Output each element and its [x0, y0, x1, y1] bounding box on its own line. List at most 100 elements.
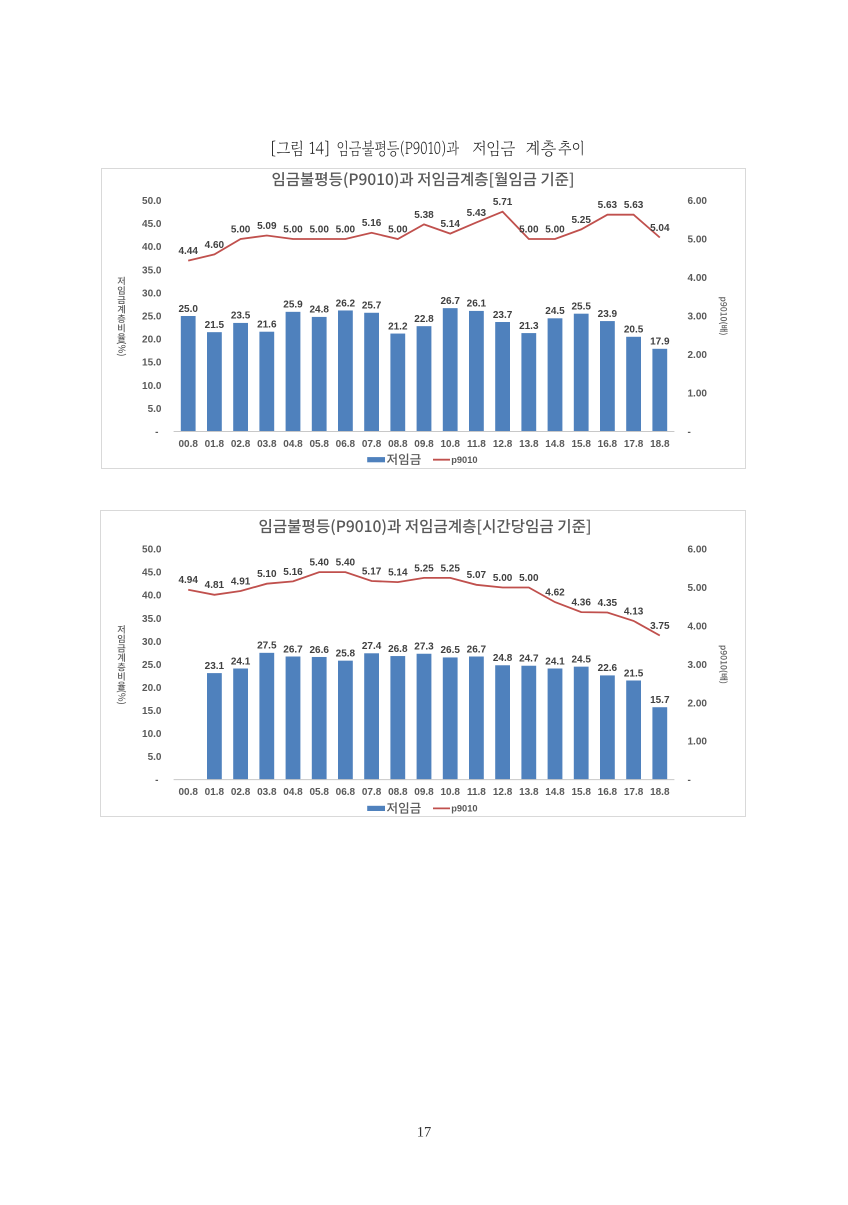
svg-text:23.1: 23.1: [205, 661, 225, 672]
svg-text:5.04: 5.04: [650, 223, 670, 234]
svg-text:5.16: 5.16: [283, 567, 303, 578]
svg-text:22.8: 22.8: [414, 314, 434, 325]
svg-text:5.00: 5.00: [519, 224, 539, 235]
svg-text:16.8: 16.8: [598, 439, 618, 450]
svg-text:10.8: 10.8: [440, 787, 460, 798]
svg-text:23.5: 23.5: [231, 311, 251, 322]
svg-text:-: -: [688, 427, 691, 438]
svg-text:01.8: 01.8: [205, 787, 225, 798]
svg-text:5.00: 5.00: [309, 224, 329, 235]
svg-text:26.1: 26.1: [467, 299, 487, 310]
svg-text:23.7: 23.7: [493, 310, 513, 321]
svg-text:06.8: 06.8: [336, 439, 356, 450]
svg-text:17: 17: [417, 1125, 432, 1141]
svg-text:11.8: 11.8: [467, 787, 486, 798]
svg-text:5.00: 5.00: [231, 224, 251, 235]
svg-text:45.0: 45.0: [142, 219, 162, 230]
svg-text:25.0: 25.0: [142, 660, 162, 671]
svg-text:13.8: 13.8: [519, 787, 539, 798]
svg-text:-: -: [155, 775, 158, 786]
svg-text:15.0: 15.0: [142, 358, 162, 369]
svg-text:40.0: 40.0: [142, 242, 162, 253]
svg-text:05.8: 05.8: [309, 787, 329, 798]
svg-text:14.8: 14.8: [545, 787, 565, 798]
svg-text:5.25: 5.25: [440, 563, 460, 574]
svg-text:5.0: 5.0: [148, 752, 162, 763]
svg-text:5.07: 5.07: [467, 570, 487, 581]
svg-text:15.8: 15.8: [571, 787, 591, 798]
svg-text:26.7: 26.7: [283, 644, 303, 655]
svg-text:5.00: 5.00: [545, 224, 565, 235]
svg-text:5.00: 5.00: [388, 224, 408, 235]
svg-text:14.8: 14.8: [545, 439, 565, 450]
svg-text:25.9: 25.9: [283, 300, 303, 311]
svg-text:35.0: 35.0: [142, 265, 162, 276]
svg-text:30.0: 30.0: [142, 637, 162, 648]
svg-text:50.0: 50.0: [142, 545, 162, 556]
svg-text:4.62: 4.62: [545, 588, 565, 599]
svg-text:2.00: 2.00: [688, 698, 708, 709]
svg-text:3.00: 3.00: [688, 312, 708, 323]
svg-text:5.00: 5.00: [688, 583, 708, 594]
svg-text:2.00: 2.00: [688, 350, 708, 361]
svg-text:24.8: 24.8: [493, 653, 513, 664]
svg-text:24.5: 24.5: [545, 306, 565, 317]
svg-text:10.0: 10.0: [142, 381, 162, 392]
svg-text:26.5: 26.5: [440, 645, 460, 656]
svg-text:4.81: 4.81: [205, 580, 225, 591]
svg-text:27.3: 27.3: [414, 642, 434, 653]
svg-text:21.2: 21.2: [388, 321, 408, 332]
svg-text:03.8: 03.8: [257, 787, 277, 798]
svg-text:5.00: 5.00: [493, 573, 513, 584]
svg-text:18.8: 18.8: [650, 439, 670, 450]
svg-text:4.35: 4.35: [598, 598, 618, 609]
svg-text:17.8: 17.8: [624, 787, 644, 798]
svg-text:5.40: 5.40: [309, 558, 329, 569]
svg-text:17.8: 17.8: [624, 439, 644, 450]
svg-text:15.7: 15.7: [650, 695, 670, 706]
svg-text:1.00: 1.00: [688, 389, 708, 400]
svg-text:5.63: 5.63: [598, 200, 618, 211]
svg-text:5.14: 5.14: [440, 219, 460, 230]
svg-text:21.6: 21.6: [257, 320, 277, 331]
svg-text:26.6: 26.6: [309, 645, 329, 656]
svg-text:26.7: 26.7: [467, 644, 487, 655]
svg-text:24.7: 24.7: [519, 654, 539, 665]
svg-text:5.71: 5.71: [493, 197, 513, 208]
svg-text:26.7: 26.7: [440, 296, 460, 307]
svg-text:27.4: 27.4: [362, 641, 382, 652]
svg-text:21.5: 21.5: [624, 668, 644, 679]
svg-text:26.2: 26.2: [336, 298, 356, 309]
svg-text:25.7: 25.7: [362, 301, 382, 312]
svg-text:08.8: 08.8: [388, 439, 408, 450]
svg-text:4.36: 4.36: [571, 598, 591, 609]
svg-text:6.00: 6.00: [688, 545, 708, 556]
svg-text:04.8: 04.8: [283, 787, 303, 798]
svg-text:5.25: 5.25: [414, 563, 434, 574]
svg-text:11.8: 11.8: [467, 439, 486, 450]
svg-text:13.8: 13.8: [519, 439, 539, 450]
svg-text:16.8: 16.8: [598, 787, 618, 798]
svg-text:4.60: 4.60: [205, 240, 225, 251]
svg-text:09.8: 09.8: [414, 787, 434, 798]
svg-text:17.9: 17.9: [650, 337, 670, 348]
svg-text:27.5: 27.5: [257, 641, 277, 652]
svg-text:45.0: 45.0: [142, 568, 162, 579]
svg-text:09.8: 09.8: [414, 439, 434, 450]
svg-text:07.8: 07.8: [362, 439, 382, 450]
svg-text:08.8: 08.8: [388, 787, 408, 798]
svg-text:3.75: 3.75: [650, 621, 670, 632]
svg-text:5.43: 5.43: [467, 208, 487, 219]
svg-text:3.00: 3.00: [688, 660, 708, 671]
svg-text:5.00: 5.00: [283, 224, 303, 235]
svg-text:1.00: 1.00: [688, 737, 708, 748]
svg-text:5.38: 5.38: [414, 210, 434, 221]
svg-text:02.8: 02.8: [231, 439, 251, 450]
svg-text:5.25: 5.25: [571, 215, 591, 226]
svg-text:5.16: 5.16: [362, 218, 382, 229]
svg-text:25.0: 25.0: [142, 312, 162, 323]
svg-text:05.8: 05.8: [309, 439, 329, 450]
svg-text:20.5: 20.5: [624, 325, 644, 336]
svg-text:21.3: 21.3: [519, 321, 539, 332]
svg-text:p9010: p9010: [451, 804, 477, 814]
